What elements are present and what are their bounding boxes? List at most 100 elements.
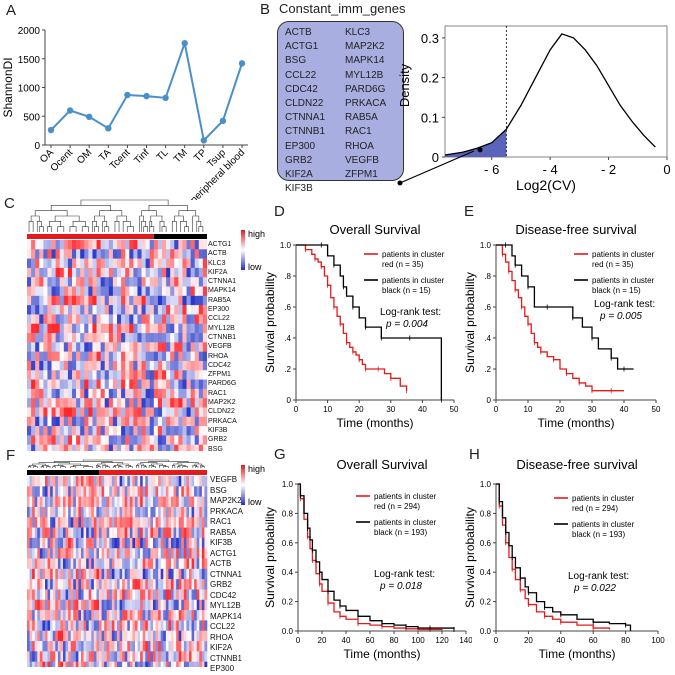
heatmap-cell [165,568,169,580]
heatmap-cell [60,568,64,580]
heatmap-cell [60,476,64,487]
heatmap-cell [106,599,110,611]
heatmap-cell [117,476,120,487]
heatmap-cell [145,641,149,652]
dendrogram-branch [141,210,157,216]
heatmap-cell [63,548,66,559]
heatmap-cell [168,476,172,487]
heatmap-cell [127,599,131,611]
y-tick-label: 0.4 [480,568,492,577]
heatmap-cell [137,641,141,652]
heatmap-cell [43,407,48,418]
heatmap-cell [124,548,128,559]
dendrogram-branch [53,461,113,463]
heatmap-cell [34,661,38,667]
heatmap-cell [191,589,195,601]
heatmap-cell [124,589,128,601]
heatmap-cell [171,558,174,570]
heatmap-cell [93,579,97,590]
heatmap-cell [142,651,146,662]
heatmap-cell [199,661,203,667]
heatmap-cell [31,435,36,445]
heatmap-cell [39,444,44,451]
heatmap-cell [47,620,51,632]
heatmap-cell [63,305,69,315]
heatmap-cell [127,641,131,652]
heatmap-cell [83,589,87,601]
heatmap-cell [104,486,108,497]
heatmap-cell [76,342,81,352]
gene-box: ACTB ACTG1 BSG CCL22 CDC42 CLDN22 CTNNA1 CTNNB1… [277,21,404,194]
heatmap-cell [31,407,36,418]
heatmap-cell [47,517,51,528]
heatmap-cell [171,486,174,497]
heatmap-cell [70,548,74,559]
heatmap-cell [178,599,182,611]
heatmap-cell [55,240,61,250]
heatmap-cell [149,388,155,399]
heatmap-cell [155,661,159,667]
x-tick-label: 10 [323,405,332,414]
heatmap-cell [163,620,167,632]
heatmap-cell [39,323,44,334]
heatmap-cell [67,435,73,445]
heatmap-cell [114,486,118,497]
heatmap-cell [83,630,87,642]
heatmap-cell [117,407,122,418]
heatmap-cell [153,416,159,427]
heatmap-cell [150,579,154,590]
heatmap-cell [190,398,196,408]
dendrogram-branch [126,226,134,232]
heatmap-cell [204,589,208,601]
heatmap-cell [34,558,38,570]
heatmap-cell [174,444,179,451]
heatmap-cell [57,599,61,611]
heatmap-cell [29,506,33,518]
heatmap-cell [34,548,38,559]
heatmap-cell [39,249,44,259]
heatmap-cell [80,286,85,297]
heatmap-cell [125,342,130,352]
heatmap-cell [155,641,159,652]
heatmap-cell [35,277,40,287]
heatmap-cell [35,444,40,451]
heatmap-cell [81,610,84,621]
heatmap-cell [153,249,159,259]
heatmap-cell [124,558,128,570]
heatmap-cell [183,548,187,559]
heatmap-cell [78,630,82,642]
heatmap-cell [168,506,172,518]
heatmap-cell [165,651,169,662]
heatmap-cell [122,610,126,621]
heatmap-cell [181,641,185,652]
heatmap-cell [27,295,32,306]
heatmap-cell [51,342,56,352]
heatmap-cell [29,558,33,570]
heatmap-cell [181,589,185,601]
heatmap-cell [150,506,154,518]
heatmap-cell [104,249,110,259]
heatmap-cell [47,398,52,408]
heatmap-cell [55,579,59,590]
heatmap-cell [29,527,33,539]
heatmap-cell [194,370,200,380]
heatmap-cell [67,249,73,259]
heatmap-cell [162,240,167,250]
heatmap-cell [37,599,41,611]
heatmap-cell [137,651,141,662]
heatmap-cell [108,314,114,325]
heatmap-cell [31,277,36,287]
heatmap-cell [153,240,159,250]
heatmap-cell [196,651,200,662]
heatmap-cell [117,599,120,611]
heatmap-cell [112,342,118,352]
heatmap-cell [43,258,48,269]
heatmap-cell [121,388,126,399]
heatmap-cell [47,305,52,315]
heatmap-cell [67,407,73,418]
heatmap-cell [81,641,84,652]
heatmap-cell [137,360,142,371]
heatmap-cell [34,476,38,487]
heatmap-cell [166,323,171,334]
heatmap-cell [70,486,74,497]
